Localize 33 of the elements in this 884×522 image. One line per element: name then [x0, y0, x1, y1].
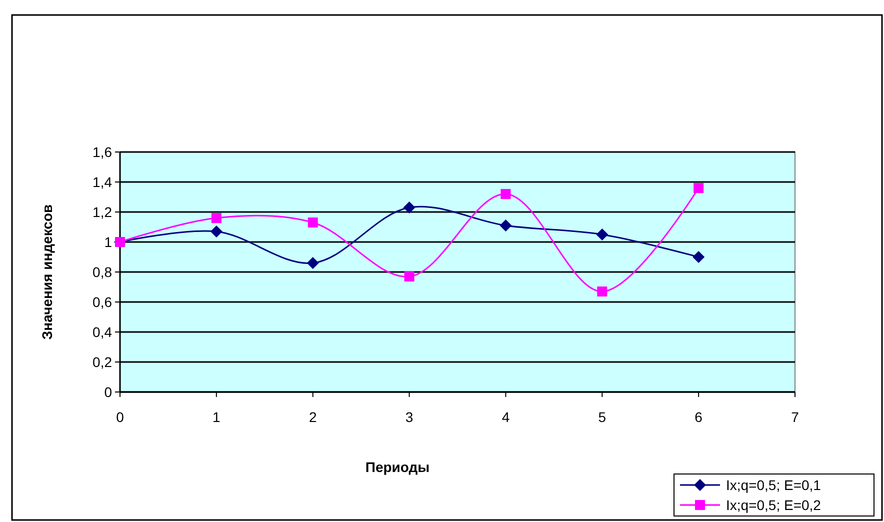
- y-tick-label: 1,4: [92, 174, 112, 190]
- point: [306, 257, 319, 269]
- y-tick-label: 0,4: [92, 324, 112, 340]
- y-tick-label: 0,8: [92, 264, 112, 280]
- x-axis-title: Периоды: [365, 459, 430, 475]
- y-tick-label: 1,2: [92, 204, 112, 220]
- y-tick-label: 0,6: [92, 294, 112, 310]
- y-tick-label: 1,6: [92, 144, 112, 160]
- point: [692, 251, 705, 263]
- x-tick-label: 7: [791, 409, 800, 425]
- point: [308, 218, 318, 228]
- y-tick-label: 0: [104, 384, 112, 400]
- legend-label: Ix;q=0,5; E=0,2: [726, 496, 822, 513]
- x-tick-label: 1: [212, 409, 221, 425]
- point: [500, 220, 512, 232]
- point: [211, 213, 222, 223]
- point: [404, 272, 414, 282]
- y-axis-title: Значения индексов: [39, 204, 55, 340]
- x-tick-label: 2: [308, 409, 317, 425]
- point: [596, 228, 608, 240]
- point: [403, 202, 416, 214]
- point: [210, 226, 222, 238]
- point: [694, 183, 704, 193]
- x-tick-label: 5: [598, 409, 606, 425]
- point: [500, 189, 511, 199]
- y-tick-label: 1: [104, 234, 112, 250]
- legend-label: Ix;q=0,5; E=0,1: [726, 476, 822, 493]
- x-tick-label: 3: [405, 409, 414, 425]
- y-tick-label: 0,2: [92, 354, 112, 370]
- x-tick-label: 4: [502, 409, 510, 425]
- x-tick-label: 0: [116, 409, 124, 425]
- x-tick-label: 6: [694, 409, 703, 425]
- point: [597, 286, 608, 296]
